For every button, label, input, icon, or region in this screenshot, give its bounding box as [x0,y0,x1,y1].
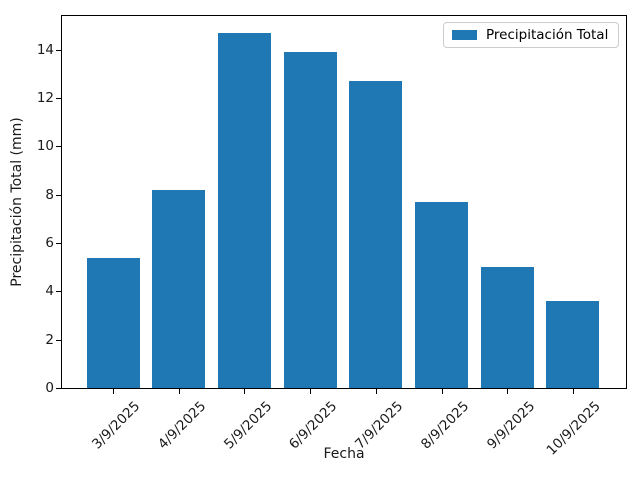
bar-7/9/2025 [349,81,403,388]
bar-9/9/2025 [480,267,534,388]
bar-5/9/2025 [217,32,271,388]
legend: Precipitación Total [443,22,620,48]
bar-3/9/2025 [86,257,140,388]
x-axis-label: Fecha [323,446,365,462]
x-tick-label: 7/9/2025 [352,398,407,453]
legend-label: Precipitación Total [486,27,609,43]
y-tick-label: 10 [36,138,54,155]
y-tick-label: 0 [45,380,54,396]
y-tick-label: 6 [45,235,54,252]
x-tick-label: 8/9/2025 [417,398,473,453]
plot-area [61,15,627,389]
x-tick-label: 3/9/2025 [89,398,144,453]
y-tick-mark [56,291,61,292]
y-tick-mark [56,50,61,51]
y-tick-mark [56,388,61,389]
y-tick-label: 8 [45,186,54,203]
x-tick-mark [376,389,377,394]
y-tick-mark [56,340,61,341]
x-tick-mark [442,389,443,394]
y-tick-label: 2 [45,331,54,348]
x-tick-mark [179,389,180,394]
y-tick-mark [56,98,61,99]
x-tick-mark [507,389,508,394]
x-tick-mark [113,389,114,394]
bar-6/9/2025 [283,52,337,388]
bar-10/9/2025 [546,301,600,388]
y-tick-mark [56,195,61,196]
x-tick-label: 5/9/2025 [220,398,276,453]
x-tick-label: 4/9/2025 [155,398,210,453]
x-tick-mark [244,389,245,394]
bar-4/9/2025 [152,189,206,388]
x-tick-mark [573,389,574,394]
x-tick-mark [310,389,311,394]
legend-swatch [452,30,477,40]
y-tick-label: 12 [36,90,54,107]
y-tick-mark [56,146,61,147]
y-tick-label: 4 [45,283,54,300]
y-tick-label: 14 [36,41,54,58]
x-tick-label: 9/9/2025 [483,398,538,453]
y-tick-mark [56,243,61,244]
bar-8/9/2025 [415,202,468,388]
x-tick-label: 6/9/2025 [286,398,341,453]
y-axis-label: Precipitación Total (mm) [9,117,25,287]
